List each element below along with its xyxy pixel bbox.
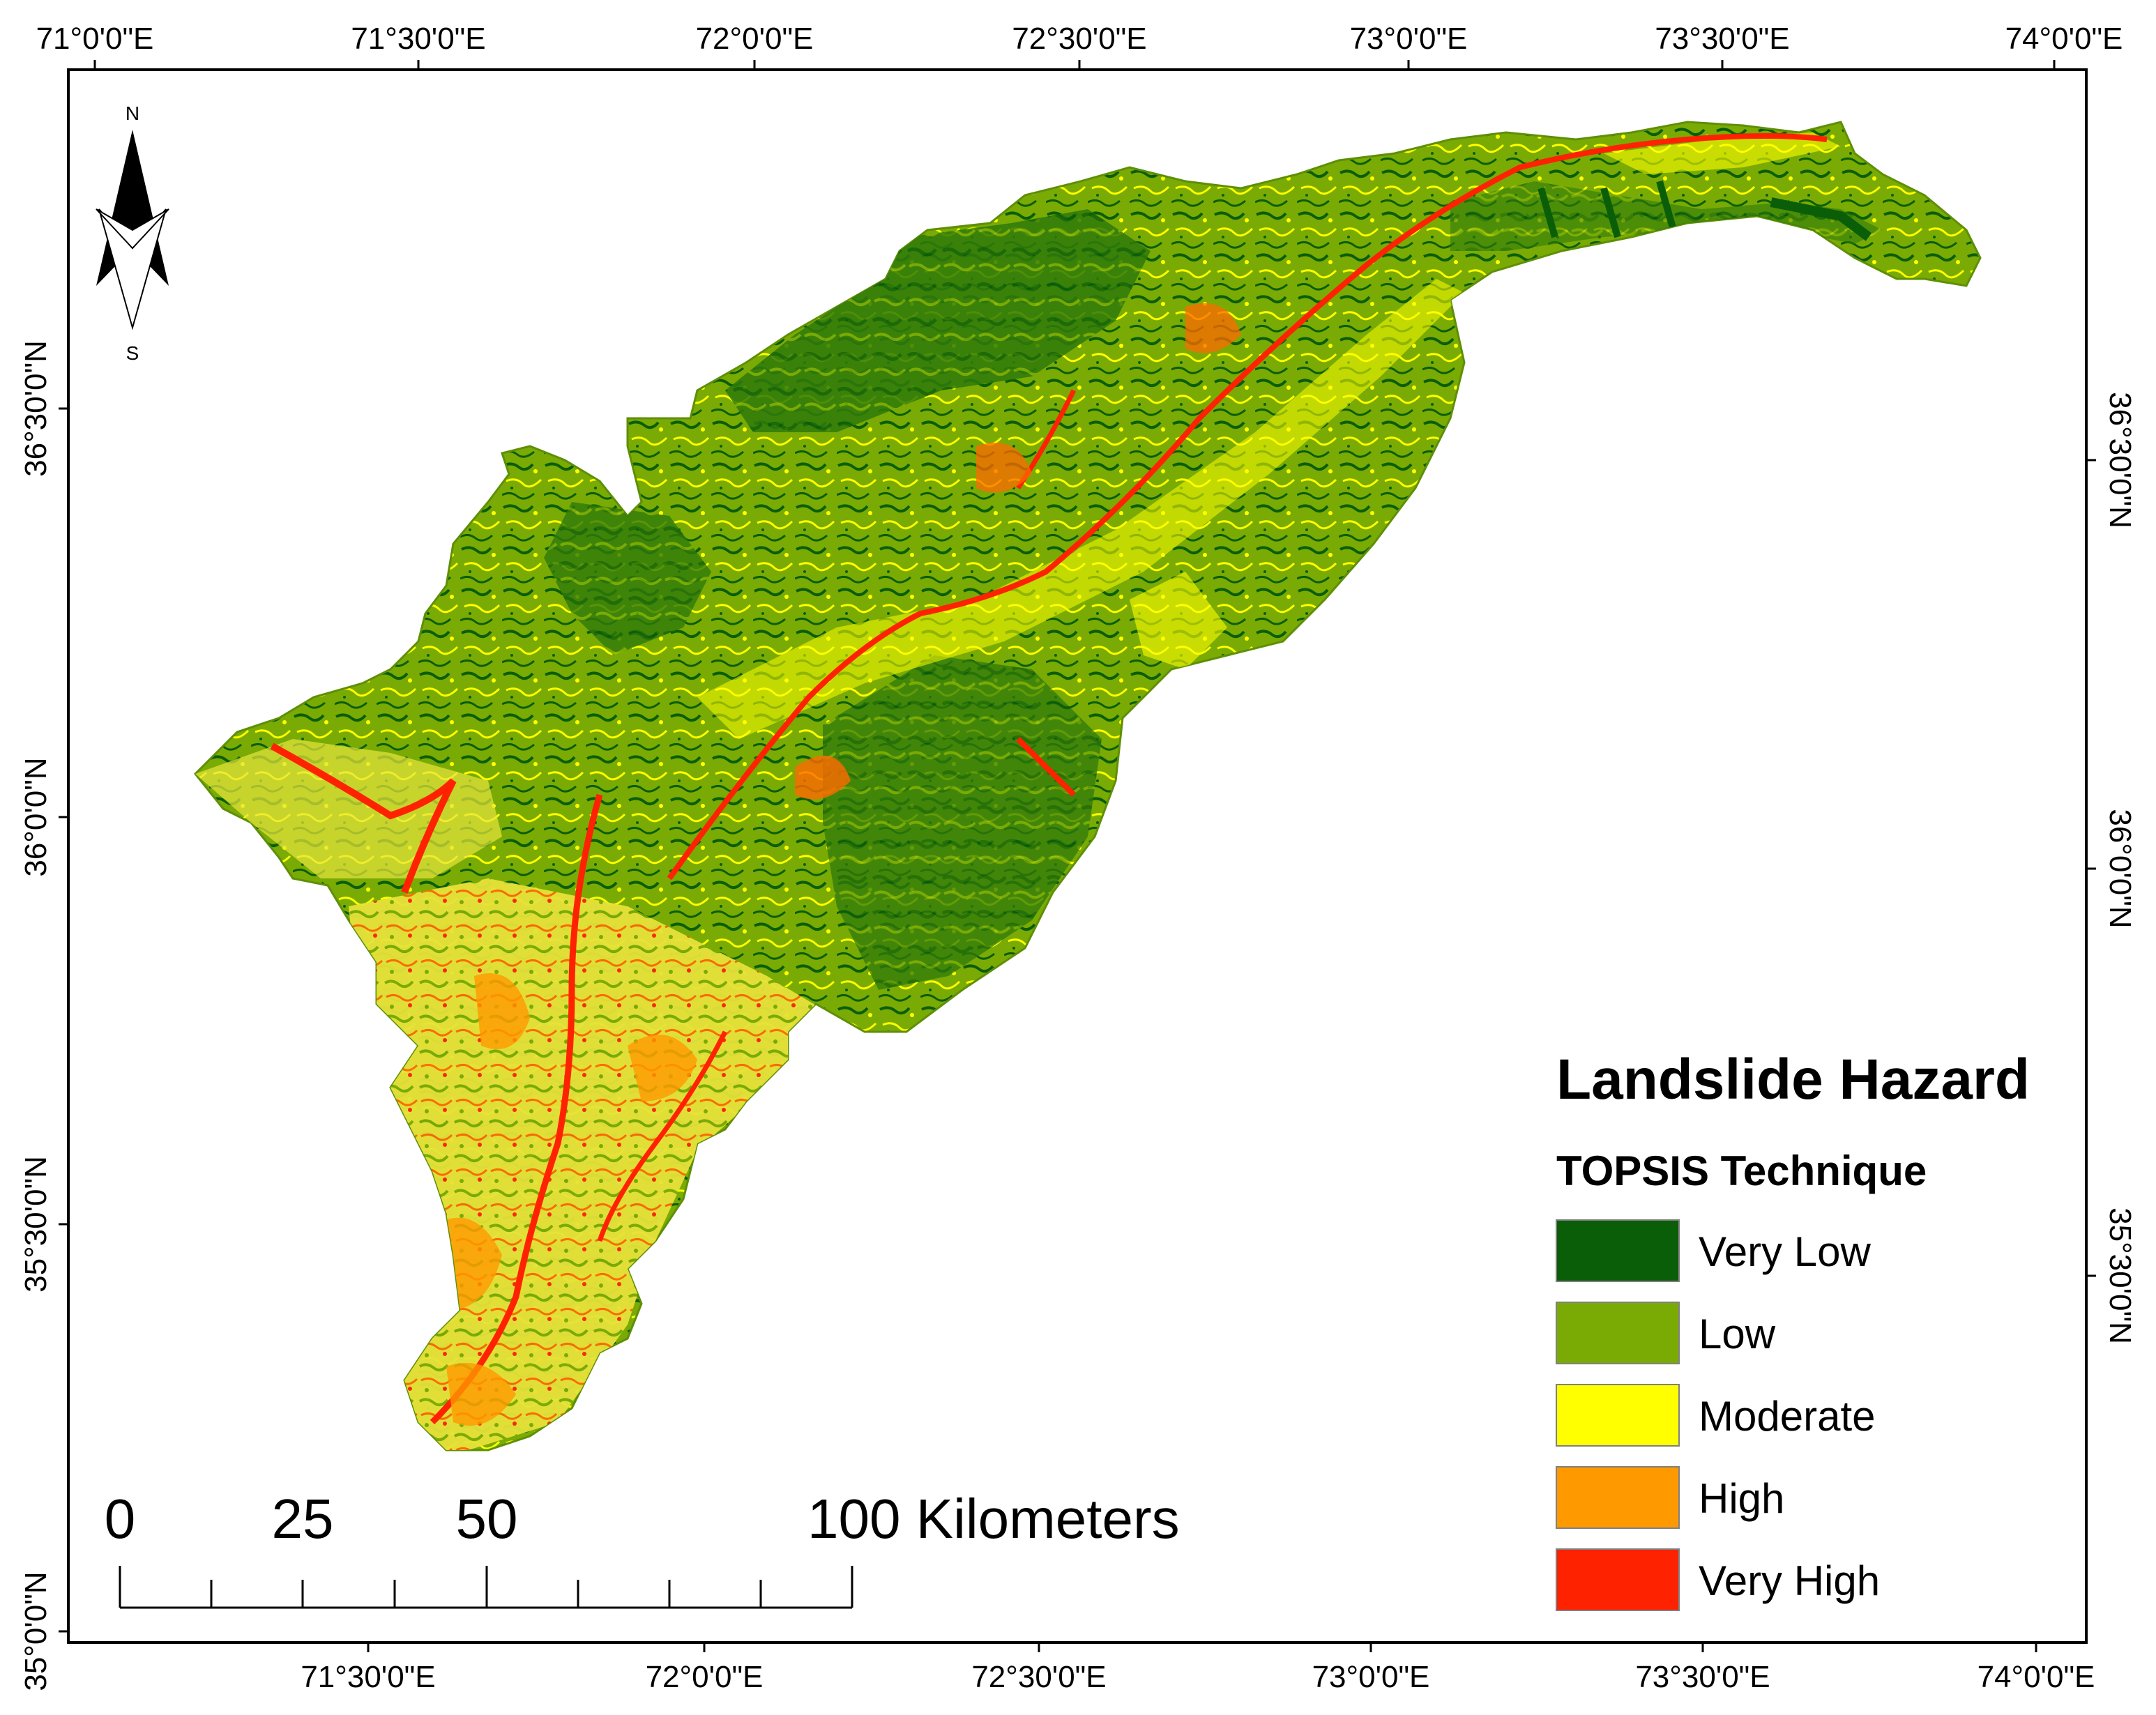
- high-patch: [446, 1363, 516, 1426]
- zone-moderate-streak: [697, 279, 1464, 739]
- legend-swatch-low: [1556, 1302, 1680, 1364]
- right-axis-labels: 36°30'0"N 36°0'0"N 35°30'0"N: [2103, 392, 2137, 1344]
- bottom-axis-labels: 71°30'0"E 72°0'0"E 72°30'0"E 73°0'0"E 73…: [301, 1660, 2095, 1694]
- legend-subtitle: TOPSIS Technique: [1556, 1148, 1927, 1194]
- legend-swatch-moderate: [1556, 1384, 1680, 1447]
- bottom-label: 74°0'0"E: [1977, 1660, 2095, 1694]
- bottom-label: 72°0'0"E: [646, 1660, 764, 1694]
- top-ticks: [93, 60, 2056, 70]
- north-label: N: [126, 102, 139, 124]
- very-high-corridor: [597, 1030, 728, 1242]
- scale-bar: 0 25 50 100 Kilometers: [105, 1488, 1180, 1609]
- legend-label-moderate: Moderate: [1699, 1393, 1875, 1440]
- left-axis-labels: 36°30'0"N 36°0'0"N 35°30'0"N 35°0'0"N: [19, 340, 53, 1691]
- glacier-line: [1770, 197, 1872, 241]
- zone-moderate-streak: [1604, 132, 1841, 174]
- legend-label-very-high: Very High: [1699, 1557, 1880, 1604]
- top-label: 74°0'0"E: [2005, 22, 2123, 56]
- legend-swatch-high: [1556, 1466, 1680, 1529]
- top-label: 72°0'0"E: [696, 22, 814, 56]
- zone-moderate-streak: [1130, 572, 1227, 669]
- north-arrow-icon: [96, 130, 169, 330]
- zone-south-moderate: [349, 878, 837, 1450]
- very-high-corridor: [430, 793, 603, 1425]
- scale-label-50: 50: [456, 1488, 518, 1550]
- right-label: 36°30'0"N: [2103, 392, 2137, 528]
- right-ticks: [2086, 459, 2096, 1277]
- high-patch: [628, 1035, 697, 1102]
- bottom-label: 71°30'0"E: [301, 1660, 435, 1694]
- zone-central-very-low: [544, 502, 711, 655]
- legend-swatch-very-low: [1556, 1219, 1680, 1282]
- right-label: 36°0'0"N: [2103, 809, 2137, 928]
- top-label: 71°0'0"E: [36, 22, 154, 56]
- scale-label-25: 25: [272, 1488, 334, 1550]
- legend-swatch-very-high: [1556, 1548, 1680, 1611]
- left-ticks: [59, 407, 68, 1633]
- scale-label-100: 100 Kilometers: [807, 1488, 1180, 1550]
- right-label: 35°30'0"N: [2103, 1207, 2137, 1344]
- top-label: 71°30'0"E: [351, 22, 485, 56]
- very-high-corridor: [667, 133, 1828, 881]
- glacier-line: [1600, 187, 1621, 238]
- legend-label-low: Low: [1699, 1311, 1776, 1357]
- very-high-corridor: [270, 742, 457, 894]
- scale-bar-line: [119, 1566, 853, 1609]
- legend-title: Landslide Hazard: [1556, 1048, 2030, 1111]
- bottom-ticks: [367, 1642, 2037, 1652]
- bottom-label: 73°0'0"E: [1312, 1660, 1430, 1694]
- top-label: 73°30'0"E: [1655, 22, 1789, 56]
- high-patch: [474, 973, 530, 1049]
- glacier-line: [1656, 180, 1677, 231]
- zone-north-very-low: [725, 209, 1151, 432]
- legend-label-very-low: Very Low: [1699, 1228, 1871, 1275]
- zone-east-very-low: [823, 655, 1102, 990]
- legend: Landslide Hazard TOPSIS Technique Very L…: [1556, 1048, 2030, 1611]
- bottom-label: 72°30'0"E: [971, 1660, 1106, 1694]
- bottom-label: 73°30'0"E: [1635, 1660, 1770, 1694]
- north-arrow: N S: [96, 102, 169, 364]
- top-label: 72°30'0"E: [1012, 22, 1146, 56]
- south-label: S: [126, 342, 139, 364]
- left-label: 35°30'0"N: [19, 1156, 53, 1293]
- high-patch: [976, 443, 1032, 493]
- very-high-corridor: [1016, 737, 1076, 797]
- top-axis-labels: 71°0'0"E 71°30'0"E 72°0'0"E 72°30'0"E 73…: [36, 22, 2123, 56]
- left-label: 35°0'0"N: [19, 1571, 53, 1691]
- left-label: 36°30'0"N: [19, 340, 53, 477]
- high-patch: [795, 756, 851, 800]
- scale-label-0: 0: [105, 1488, 136, 1550]
- legend-label-high: High: [1699, 1475, 1784, 1522]
- glacier-line: [1538, 187, 1558, 238]
- hazard-region: [193, 121, 1982, 1451]
- left-label: 36°0'0"N: [19, 757, 53, 876]
- top-label: 73°0'0"E: [1350, 22, 1468, 56]
- high-patch: [1185, 303, 1241, 353]
